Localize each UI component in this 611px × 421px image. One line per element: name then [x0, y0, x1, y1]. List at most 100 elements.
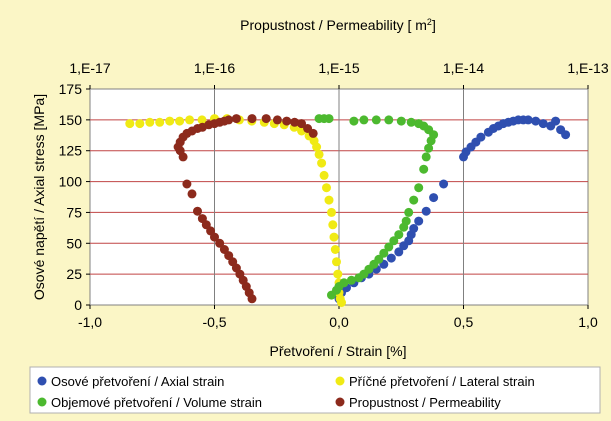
data-point-lateral	[333, 269, 343, 279]
legend-box	[29, 366, 601, 414]
series-permeability	[173, 114, 318, 304]
data-point-volume	[424, 143, 434, 153]
data-point-lateral	[197, 115, 207, 125]
data-point-volume	[359, 115, 369, 125]
data-point-permeability	[197, 214, 207, 224]
x-tick-label: 1,0	[578, 314, 598, 330]
data-point-permeability	[272, 115, 282, 125]
x-tick-label: 0,5	[454, 314, 474, 330]
data-point-axial	[523, 115, 533, 125]
data-point-axial	[409, 224, 419, 233]
x2-tick-label: 1,E-15	[318, 60, 359, 76]
data-point-lateral	[332, 257, 341, 267]
data-point-permeability	[187, 189, 197, 199]
data-point-volume	[379, 248, 389, 258]
data-point-lateral	[330, 245, 340, 254]
data-point-volume	[421, 152, 431, 162]
data-point-volume	[414, 183, 424, 193]
x2-tick-label: 1,E-14	[443, 60, 484, 76]
data-point-lateral	[322, 183, 331, 193]
data-point-axial	[538, 119, 548, 129]
legend-label-volume: Objemové přetvoření / Volume strain	[51, 395, 262, 410]
data-point-volume	[314, 114, 324, 124]
data-point-volume	[349, 116, 359, 126]
data-point-permeability	[219, 245, 229, 254]
y-tick-label: 100	[59, 174, 83, 190]
data-point-volume	[409, 195, 419, 205]
data-point-volume	[384, 115, 394, 125]
data-point-volume	[401, 216, 411, 226]
x-tick-label: -1,0	[78, 314, 102, 330]
legend-label-axial: Osové přetvoření / Axial strain	[51, 374, 224, 389]
data-point-permeability	[182, 179, 192, 189]
data-point-permeability	[215, 238, 225, 248]
data-point-axial	[531, 116, 541, 126]
x2-tick-label: 1,E-13	[567, 60, 608, 76]
data-point-lateral	[175, 116, 185, 126]
data-point-lateral	[155, 117, 165, 127]
legend-marker-lateral	[335, 376, 345, 386]
x2-tick-label: 1,E-17	[69, 60, 110, 76]
data-point-lateral	[135, 119, 145, 129]
legend-label-lateral: Příčné přetvoření / Lateral strain	[349, 374, 535, 389]
y-tick-label: 25	[66, 266, 82, 282]
data-point-lateral	[317, 158, 327, 168]
y-tick-label: 175	[59, 81, 83, 97]
legend-label-permeability: Propustnost / Permeability	[349, 395, 501, 410]
data-point-volume	[389, 236, 399, 246]
data-point-volume	[339, 278, 349, 288]
data-point-permeability	[297, 119, 306, 129]
y-tick-label: 125	[59, 143, 83, 159]
data-point-permeability	[193, 206, 202, 216]
data-point-lateral	[324, 195, 334, 205]
y-tick-label: 0	[74, 297, 82, 313]
x-axis-label: Přetvoření / Strain [%]	[270, 343, 407, 359]
data-point-lateral	[319, 170, 329, 180]
data-point-lateral	[337, 298, 346, 307]
data-point-axial	[439, 179, 449, 189]
data-point-lateral	[125, 119, 135, 129]
data-point-volume	[346, 275, 356, 285]
series-volume	[314, 114, 439, 300]
y-axis-label: Osové napětí / Axial stress [MPa]	[31, 94, 47, 300]
legend-marker-permeability	[335, 397, 345, 407]
data-point-permeability	[224, 115, 234, 125]
x-tick-label: 0,0	[329, 314, 349, 330]
data-point-lateral	[185, 115, 195, 125]
data-point-axial	[386, 253, 396, 263]
x2-tick-label: 1,E-16	[194, 60, 235, 76]
data-point-lateral	[165, 116, 175, 126]
legend: Osové přetvoření / Axial strain Příčné př…	[37, 374, 535, 410]
data-point-permeability	[282, 116, 292, 126]
data-point-lateral	[329, 232, 339, 242]
y-tick-label: 150	[59, 112, 83, 128]
data-point-lateral	[328, 220, 338, 230]
data-point-lateral	[145, 117, 155, 127]
x-tick-label: -0,5	[202, 314, 226, 330]
data-point-volume	[419, 164, 429, 174]
data-point-volume	[394, 230, 404, 240]
data-point-permeability	[261, 114, 271, 124]
data-point-volume	[404, 207, 414, 217]
legend-marker-volume	[37, 397, 47, 407]
data-point-volume	[414, 119, 424, 129]
data-point-volume	[371, 115, 381, 125]
data-point-volume	[396, 116, 406, 126]
data-point-permeability	[231, 114, 241, 124]
data-point-permeability	[290, 117, 300, 127]
data-point-axial	[394, 247, 404, 257]
data-point-axial	[551, 116, 561, 126]
y-tick-label: 75	[66, 204, 82, 220]
data-point-volume	[406, 117, 416, 127]
data-point-lateral	[327, 207, 336, 217]
data-point-volume	[384, 242, 394, 252]
y-tick-label: 50	[66, 235, 82, 251]
data-point-lateral	[312, 142, 322, 152]
data-point-axial	[429, 193, 439, 203]
data-point-volume	[374, 254, 384, 264]
data-point-axial	[561, 130, 571, 140]
data-point-permeability	[247, 114, 257, 124]
data-point-permeability	[308, 128, 318, 138]
